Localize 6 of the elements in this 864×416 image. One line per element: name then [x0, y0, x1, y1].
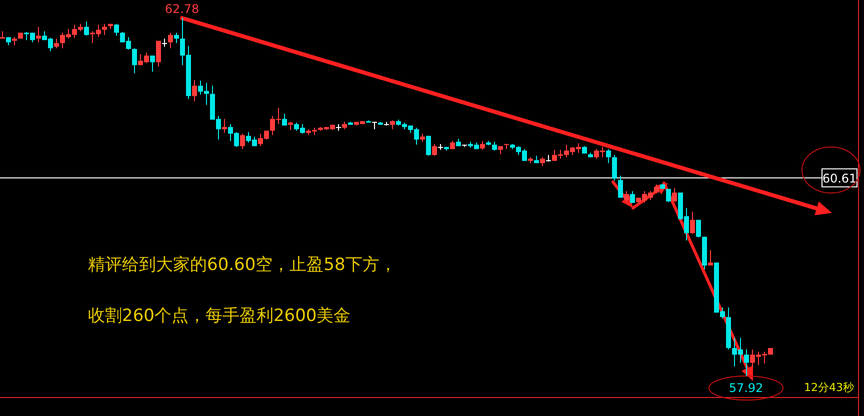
annotation: 57.92	[728, 381, 764, 395]
annotation: 62.78	[164, 2, 200, 16]
ref-line-label: 60.61	[822, 171, 857, 186]
annotation: 收割260个点，每手盈利2600美金	[88, 306, 351, 326]
annotation: 精评给到大家的60.60空，止盈58下方，	[88, 255, 396, 275]
annotation: 12分43秒	[804, 381, 854, 394]
